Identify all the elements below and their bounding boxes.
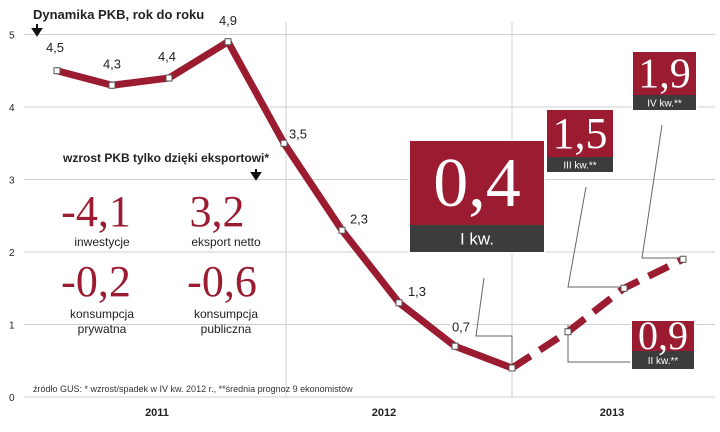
data-point-gdp (451, 342, 459, 350)
series-line-forecast (510, 256, 685, 371)
callout-1: 0,4 I kw. (408, 139, 546, 254)
data-label-bg (287, 127, 309, 142)
data-label-1,3: 1,3 (408, 284, 426, 299)
data-label-4,5: 4,5 (46, 40, 64, 55)
callout-value: 1,5 (553, 109, 608, 158)
y-tick-2: 2 (9, 248, 15, 259)
callout-value: 0,4 (433, 145, 521, 222)
leader-line (475, 277, 513, 367)
data-label-bg (44, 40, 66, 55)
callout-label-box (410, 225, 544, 252)
data-label-3,5: 3,5 (289, 126, 307, 141)
chart-title: Dynamika PKB, rok do roku (33, 7, 204, 22)
panel-value: -0,2 (61, 257, 131, 306)
year-label-2013: 2013 (600, 407, 624, 419)
data-point-gdp (280, 139, 288, 147)
data-point-gdp (395, 299, 403, 307)
data-label-bg (450, 320, 472, 335)
data-point-gdp (165, 74, 173, 82)
data-point-gdp (508, 364, 516, 372)
data-label-4,4: 4,4 (158, 49, 176, 64)
panel-label: prywatna (78, 322, 127, 336)
panel-label: konsumpcja (194, 307, 258, 321)
callout-value: 0,9 (638, 313, 688, 358)
panel-heading: wzrost PKB tylko dzięki eksportowi* (62, 151, 269, 165)
data-label-bg (101, 57, 123, 72)
callout-label: IV kw.** (647, 99, 682, 110)
leader-line (567, 186, 624, 288)
callout-value-box (410, 141, 544, 225)
y-tick-3: 3 (9, 176, 15, 187)
panel-label: konsumpcja (70, 307, 134, 321)
panel-label: eksport netto (191, 235, 261, 249)
callout-label: I kw. (460, 230, 494, 249)
callout-label-box (633, 95, 696, 110)
y-tick-1: 1 (9, 321, 15, 332)
data-point-gdp (224, 38, 232, 46)
data-point-gdp (108, 81, 116, 89)
panel-value: 3,2 (190, 187, 245, 236)
data-label-bg (406, 284, 428, 299)
y-tick-0: 0 (9, 393, 15, 404)
data-point-forecast (679, 255, 687, 263)
callout-3: 1,5 III kw.** (545, 108, 615, 174)
callout-label-box (632, 351, 694, 369)
data-label-bg (348, 212, 370, 227)
panel-label: inwestycje (74, 235, 130, 249)
panel-arrow-icon (250, 169, 262, 181)
callout-4: 1,9 IV kw.** (631, 50, 698, 112)
y-tick-5: 5 (9, 31, 15, 42)
title-arrow-icon (31, 24, 43, 37)
leader-line (641, 124, 683, 259)
data-label-bg (217, 13, 239, 28)
data-point-forecast (564, 328, 572, 336)
panel-label: publiczna (201, 322, 252, 336)
data-point-gdp (338, 226, 346, 234)
callout-label: III kw.** (563, 161, 596, 172)
y-tick-4: 4 (9, 103, 15, 114)
leader-line (567, 325, 632, 363)
callout-2: 0,9II kw.** (630, 313, 696, 371)
year-label-2011: 2011 (145, 407, 169, 419)
callout-value-box (547, 110, 613, 157)
data-point-gdp (53, 67, 61, 75)
source-note: źródło GUS: * wzrost/spadek w IV kw. 201… (33, 384, 353, 394)
panel-value: -0,6 (187, 257, 257, 306)
callout-value-box (632, 321, 694, 351)
callout-label: II kw.** (648, 356, 679, 367)
callout-label-box (547, 157, 613, 172)
panel-value: -4,1 (61, 187, 131, 236)
callout-value: 1,9 (638, 51, 691, 97)
data-label-0,7: 0,7 (452, 319, 470, 334)
data-point-forecast (620, 284, 628, 292)
year-label-2012: 2012 (372, 407, 396, 419)
data-label-4,9: 4,9 (219, 13, 237, 28)
data-label-2,3: 2,3 (350, 211, 368, 226)
data-label-bg (156, 50, 178, 64)
data-label-4,3: 4,3 (103, 56, 121, 71)
callout-value-box (633, 52, 696, 95)
